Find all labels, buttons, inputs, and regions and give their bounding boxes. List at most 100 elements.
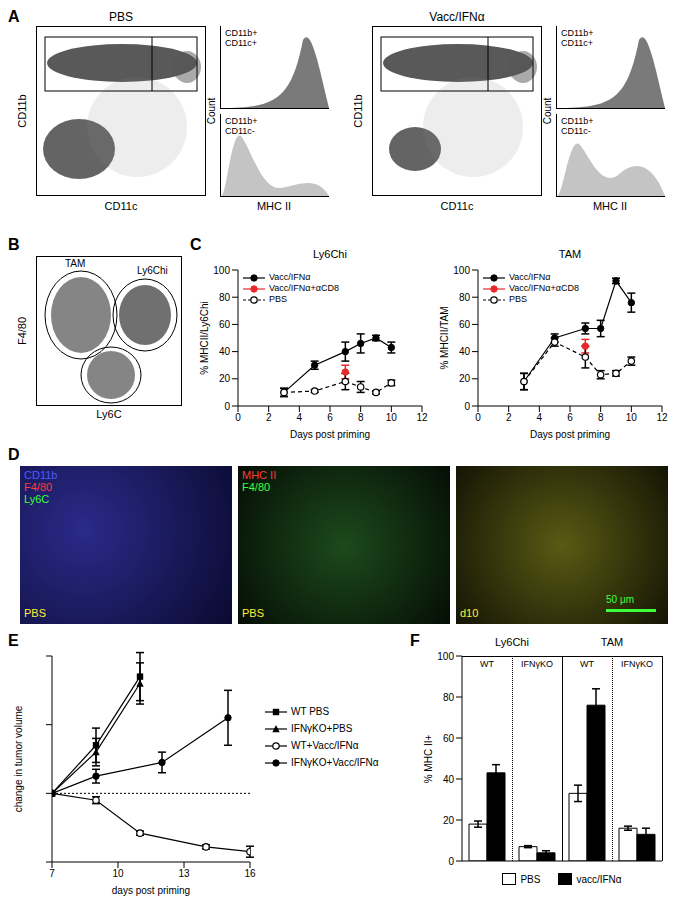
html-text:% MHCII/Ly6Chi: % MHCII/Ly6Chi: [198, 301, 210, 375]
html-text:F4/80: F4/80: [242, 481, 271, 493]
svg-text:7: 7: [49, 868, 55, 879]
html-text:change in tumor volume: change in tumor volume: [12, 705, 24, 813]
html-text:F4/80: F4/80: [24, 481, 53, 493]
html-text:Vacc/IFNα: Vacc/IFNα: [429, 10, 485, 24]
svg-text:80: 80: [219, 292, 231, 303]
html-text:WT PBS: WT PBS: [291, 706, 330, 717]
html-text:Vacc/IFNα+αCD8: Vacc/IFNα+αCD8: [509, 283, 579, 293]
html-text:50 μm: 50 μm: [606, 594, 634, 605]
html-text:Vacc/IFNα+αCD8: Vacc/IFNα+αCD8: [269, 283, 339, 293]
html-text:PBS: PBS: [269, 294, 287, 304]
svg-text:0: 0: [448, 856, 454, 867]
svg-text:60: 60: [459, 319, 471, 330]
html-text:IFNγKO+PBS: IFNγKO+PBS: [291, 723, 353, 734]
html-text:CD11b: CD11b: [24, 469, 58, 481]
html-text:F4/80: F4/80: [16, 316, 28, 346]
svg-text:2: 2: [266, 412, 272, 423]
svg-text:12: 12: [416, 412, 428, 423]
html-text:Ly6C: Ly6C: [24, 493, 50, 505]
html-text:MHC II: MHC II: [242, 469, 277, 481]
html-text:CD11b+: CD11b+: [561, 116, 594, 126]
svg-text:100: 100: [213, 265, 230, 276]
svg-text:60: 60: [443, 733, 455, 744]
svg-text:40: 40: [459, 346, 471, 357]
html-text:Count: Count: [541, 97, 553, 125]
svg-text:8: 8: [598, 412, 604, 423]
html-text:C: C: [190, 236, 202, 253]
html-text:Ly6Chi: Ly6Chi: [137, 265, 168, 276]
html-text:D: D: [8, 446, 20, 463]
html-text:Ly6Chi: Ly6Chi: [313, 248, 347, 260]
html-text:Count: Count: [205, 97, 217, 125]
html-text:CD11b+: CD11b+: [225, 116, 258, 126]
html-text:vacc/IFNα: vacc/IFNα: [576, 873, 622, 885]
svg-text:20: 20: [443, 815, 455, 826]
svg-text:12: 12: [656, 412, 668, 423]
svg-text:13: 13: [178, 868, 190, 879]
html-text:CD11c-: CD11c-: [225, 126, 255, 136]
html-text:CD11c: CD11c: [104, 200, 138, 212]
html-text:% MHCII/TAM: % MHCII/TAM: [438, 306, 450, 370]
html-text:Ly6C: Ly6C: [96, 408, 122, 420]
html-text:TAM: TAM: [600, 636, 624, 648]
svg-text:20: 20: [459, 373, 471, 384]
html-text:Days post priming: Days post priming: [290, 429, 370, 440]
html-text:PBS: PBS: [24, 607, 46, 619]
html-text:PBS: PBS: [509, 294, 527, 304]
svg-text:6: 6: [567, 412, 573, 423]
html-text:CD11b: CD11b: [352, 94, 364, 128]
svg-text:80: 80: [459, 292, 471, 303]
html-text:% MHC II+: % MHC II+: [422, 734, 434, 783]
html-text:E: E: [8, 632, 19, 649]
svg-text:20: 20: [219, 373, 231, 384]
html-text:CD11c+: CD11c+: [225, 38, 258, 48]
svg-text:10: 10: [626, 412, 638, 423]
html-text:PBS: PBS: [109, 10, 133, 24]
svg-text:100: 100: [437, 652, 454, 662]
svg-text:80: 80: [443, 692, 455, 703]
html-text:A: A: [8, 8, 20, 25]
html-text:F: F: [410, 632, 420, 649]
html-text:d10: d10: [460, 607, 479, 619]
html-text:IFNγKO: IFNγKO: [521, 659, 553, 669]
svg-text:2: 2: [506, 412, 512, 423]
html-text:WT+Vacc/IFNα: WT+Vacc/IFNα: [291, 740, 359, 751]
html-text:MHC II: MHC II: [592, 200, 628, 212]
svg-text:6: 6: [327, 412, 333, 423]
svg-text:4: 4: [537, 412, 543, 423]
svg-text:0: 0: [224, 401, 230, 412]
html-text:PBS: PBS: [242, 607, 264, 619]
html-text:Vacc/IFNα: Vacc/IFNα: [509, 272, 551, 282]
html-text:CD11c: CD11c: [440, 200, 474, 212]
svg-text:10: 10: [386, 412, 398, 423]
html-text:IFNγKO: IFNγKO: [621, 659, 653, 669]
svg-text:0: 0: [235, 412, 241, 423]
svg-text:4: 4: [297, 412, 303, 423]
svg-text:40: 40: [219, 346, 231, 357]
svg-text:40: 40: [443, 774, 455, 785]
html-text:CD11b+: CD11b+: [561, 28, 594, 38]
html-text:B: B: [8, 236, 20, 253]
html-text:TAM: TAM: [558, 248, 582, 260]
svg-text:0: 0: [475, 412, 481, 423]
html-text:WT: WT: [480, 659, 494, 669]
html-text:TAM: TAM: [65, 258, 86, 269]
html-text:Vacc/IFNα: Vacc/IFNα: [269, 272, 311, 282]
svg-text:60: 60: [219, 319, 231, 330]
html-text:CD11c+: CD11c+: [561, 38, 594, 48]
html-text:PBS: PBS: [520, 873, 541, 885]
svg-text:10: 10: [112, 868, 124, 879]
html-text:Ly6Chi: Ly6Chi: [495, 636, 529, 648]
svg-text:100: 100: [453, 265, 470, 276]
svg-text:0: 0: [464, 401, 470, 412]
html-text:MHC II: MHC II: [256, 200, 292, 212]
html-text:CD11c-: CD11c-: [561, 126, 591, 136]
svg-text:16: 16: [244, 868, 256, 879]
html-text:CD11b: CD11b: [16, 94, 28, 128]
html-text:CD11b+: CD11b+: [225, 28, 258, 38]
html-text:days post priming: days post priming: [111, 885, 191, 896]
html-text:IFNγKO+Vacc/IFNα: IFNγKO+Vacc/IFNα: [291, 757, 379, 768]
html-text:WT: WT: [580, 659, 594, 669]
html-text:Days post priming: Days post priming: [530, 429, 610, 440]
svg-text:8: 8: [358, 412, 364, 423]
